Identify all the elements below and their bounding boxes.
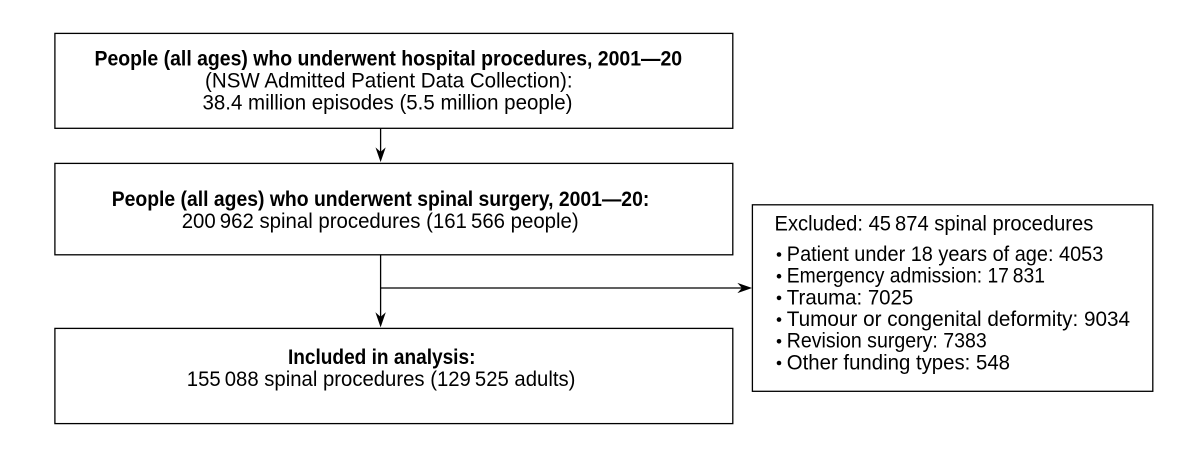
svg-text:(NSW Admitted Patient Data Col: (NSW Admitted Patient Data Collection): <box>205 70 573 93</box>
svg-text:People (all ages) who underwen: People (all ages) who underwent spinal s… <box>112 188 650 211</box>
svg-text:Trauma: 7025: Trauma: 7025 <box>787 286 914 309</box>
svg-text:Revision surgery: 7383: Revision surgery: 7383 <box>787 330 987 353</box>
svg-text:Excluded: 45 874 spinal proced: Excluded: 45 874 spinal procedures <box>775 213 1094 236</box>
svg-text:38.4 million episodes (5.5 mil: 38.4 million episodes (5.5 million peopl… <box>203 91 573 114</box>
svg-text:Included in analysis:: Included in analysis: <box>288 346 476 369</box>
svg-text:Emergency admission: 17 831: Emergency admission: 17 831 <box>787 265 1045 288</box>
svg-text:200 962 spinal procedures (161: 200 962 spinal procedures (161 566 peopl… <box>182 210 579 233</box>
svg-text:Tumour or congenital deformity: Tumour or congenital deformity: 9034 <box>787 308 1131 331</box>
svg-text:People (all ages) who underwen: People (all ages) who underwent hospital… <box>95 48 683 71</box>
svg-text:Other funding types: 548: Other funding types: 548 <box>787 351 1010 374</box>
svg-text:Patient under 18 years of age:: Patient under 18 years of age: 4053 <box>787 243 1104 266</box>
svg-text:155 088 spinal procedures (129: 155 088 spinal procedures (129 525 adult… <box>187 368 576 391</box>
